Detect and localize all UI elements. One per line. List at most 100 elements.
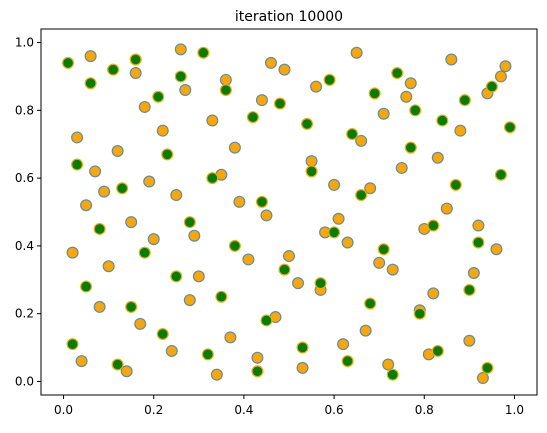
- data-point: [346, 128, 359, 141]
- data-point: [129, 53, 142, 66]
- data-point: [224, 331, 237, 344]
- data-point: [255, 195, 268, 208]
- data-point: [481, 361, 494, 374]
- data-point: [436, 114, 449, 127]
- data-point: [255, 94, 268, 107]
- data-point: [174, 70, 187, 83]
- x-tick-label: 0.0: [54, 403, 73, 417]
- data-point: [391, 67, 404, 80]
- data-point: [138, 100, 151, 113]
- data-point: [503, 121, 516, 134]
- data-point: [314, 277, 327, 290]
- data-point: [62, 56, 75, 69]
- data-point: [323, 73, 336, 86]
- x-axis: 0.0 0.2 0.4 0.6 0.8 1.0: [54, 395, 524, 417]
- data-point: [246, 111, 259, 124]
- data-point: [80, 199, 93, 212]
- y-tick-label: 0.0: [15, 374, 34, 388]
- data-point: [476, 372, 489, 385]
- data-point: [427, 219, 440, 232]
- data-point: [355, 189, 368, 202]
- data-point: [147, 233, 160, 246]
- data-point: [165, 344, 178, 357]
- data-point: [84, 50, 97, 63]
- data-point: [341, 236, 354, 249]
- data-point: [467, 267, 480, 280]
- data-point: [341, 355, 354, 368]
- data-point: [427, 287, 440, 300]
- data-point: [215, 290, 228, 303]
- data-point: [292, 277, 305, 290]
- y-axis: 0.0 0.2 0.4 0.6 0.8 1.0: [15, 36, 41, 388]
- data-point: [201, 348, 214, 361]
- data-point: [494, 168, 507, 181]
- data-point: [301, 117, 314, 130]
- data-point: [296, 361, 309, 374]
- y-tick-label: 0.6: [15, 171, 34, 185]
- y-tick-label: 0.4: [15, 239, 34, 253]
- data-point: [66, 338, 79, 351]
- data-point: [386, 263, 399, 276]
- data-point: [179, 83, 192, 96]
- data-point: [273, 97, 286, 110]
- data-point: [71, 158, 84, 171]
- data-point: [332, 212, 345, 225]
- data-point: [449, 178, 462, 191]
- data-point: [93, 222, 106, 235]
- data-point: [161, 148, 174, 161]
- data-point: [120, 365, 133, 378]
- data-point: [499, 60, 512, 73]
- data-point: [494, 70, 507, 83]
- data-point: [75, 355, 88, 368]
- data-point: [359, 324, 372, 337]
- data-point: [84, 77, 97, 90]
- data-point: [111, 145, 124, 158]
- x-tick-label: 1.0: [505, 403, 524, 417]
- y-tick-label: 1.0: [15, 36, 34, 50]
- x-tick-label: 0.8: [415, 403, 434, 417]
- data-point: [400, 90, 413, 103]
- data-point: [188, 229, 201, 242]
- data-point: [350, 46, 363, 59]
- data-point: [485, 80, 498, 93]
- data-point: [386, 368, 399, 381]
- data-point: [210, 368, 223, 381]
- data-point: [337, 338, 350, 351]
- data-point: [463, 283, 476, 296]
- data-point: [395, 161, 408, 174]
- data-point: [80, 280, 93, 293]
- data-point: [409, 104, 422, 117]
- data-point: [355, 134, 368, 147]
- data-point: [219, 83, 232, 96]
- data-point: [107, 63, 120, 76]
- data-point: [152, 90, 165, 103]
- data-points: [62, 43, 516, 385]
- data-point: [260, 314, 273, 327]
- data-point: [93, 300, 106, 313]
- data-point: [382, 358, 395, 371]
- data-point: [251, 351, 264, 364]
- data-point: [278, 263, 291, 276]
- data-point: [454, 124, 467, 137]
- data-point: [283, 250, 296, 263]
- data-point: [472, 236, 485, 249]
- data-point: [404, 77, 417, 90]
- data-point: [490, 243, 503, 256]
- data-point: [413, 307, 426, 320]
- data-point: [472, 219, 485, 232]
- data-point: [377, 107, 390, 120]
- data-point: [260, 209, 273, 222]
- data-point: [66, 246, 79, 259]
- data-point: [368, 87, 381, 100]
- y-tick-label: 0.8: [15, 103, 34, 117]
- data-point: [305, 165, 318, 178]
- data-point: [242, 253, 255, 266]
- data-point: [310, 80, 323, 93]
- data-point: [111, 358, 124, 371]
- data-point: [364, 182, 377, 195]
- data-point: [377, 243, 390, 256]
- data-point: [125, 216, 138, 229]
- data-point: [183, 294, 196, 307]
- plot-frame: [40, 28, 538, 396]
- data-point: [206, 114, 219, 127]
